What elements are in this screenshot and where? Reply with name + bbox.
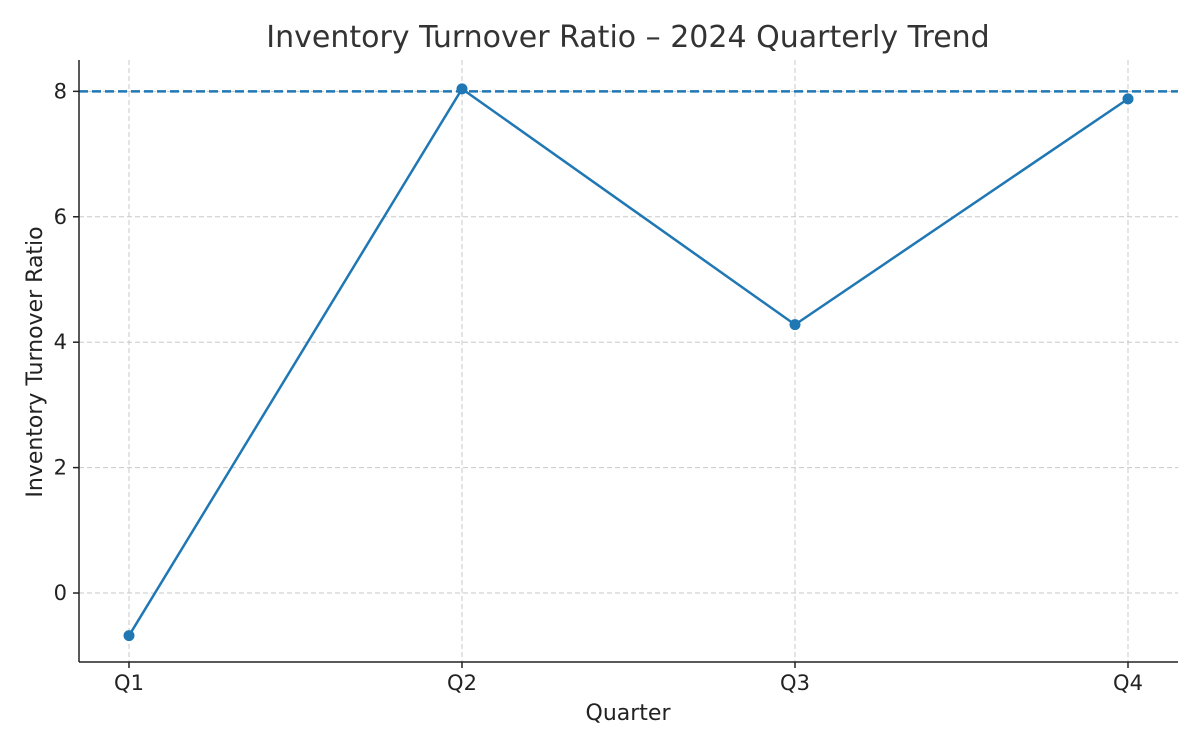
y-axis-ticks: 0 2 4 6 8 [54,79,79,605]
x-tick-label: Q3 [780,671,810,695]
data-point-q4 [1122,93,1134,105]
y-axis-label: Inventory Turnover Ratio [23,226,48,497]
x-tick-label: Q2 [447,671,477,695]
y-tick-label: 2 [54,456,67,480]
series-line [127,87,1129,637]
x-axis-ticks: Q1 Q2 Q3 Q4 [114,662,1143,695]
x-tick-label: Q1 [114,671,144,695]
y-tick-label: 8 [54,79,67,103]
chart-title: Inventory Turnover Ratio – 2024 Quarterl… [266,20,989,55]
x-axis-label: Quarter [586,701,672,726]
data-point-q2 [456,83,468,95]
y-tick-label: 0 [54,581,67,605]
y-tick-label: 6 [54,205,67,229]
data-point-q3 [789,319,801,331]
grid [79,60,1178,662]
y-tick-label: 4 [54,330,67,354]
series-line-group [127,87,1129,637]
data-point-q1 [123,630,135,642]
data-points [123,83,1134,642]
axes [78,60,1178,663]
x-tick-label: Q4 [1113,671,1143,695]
